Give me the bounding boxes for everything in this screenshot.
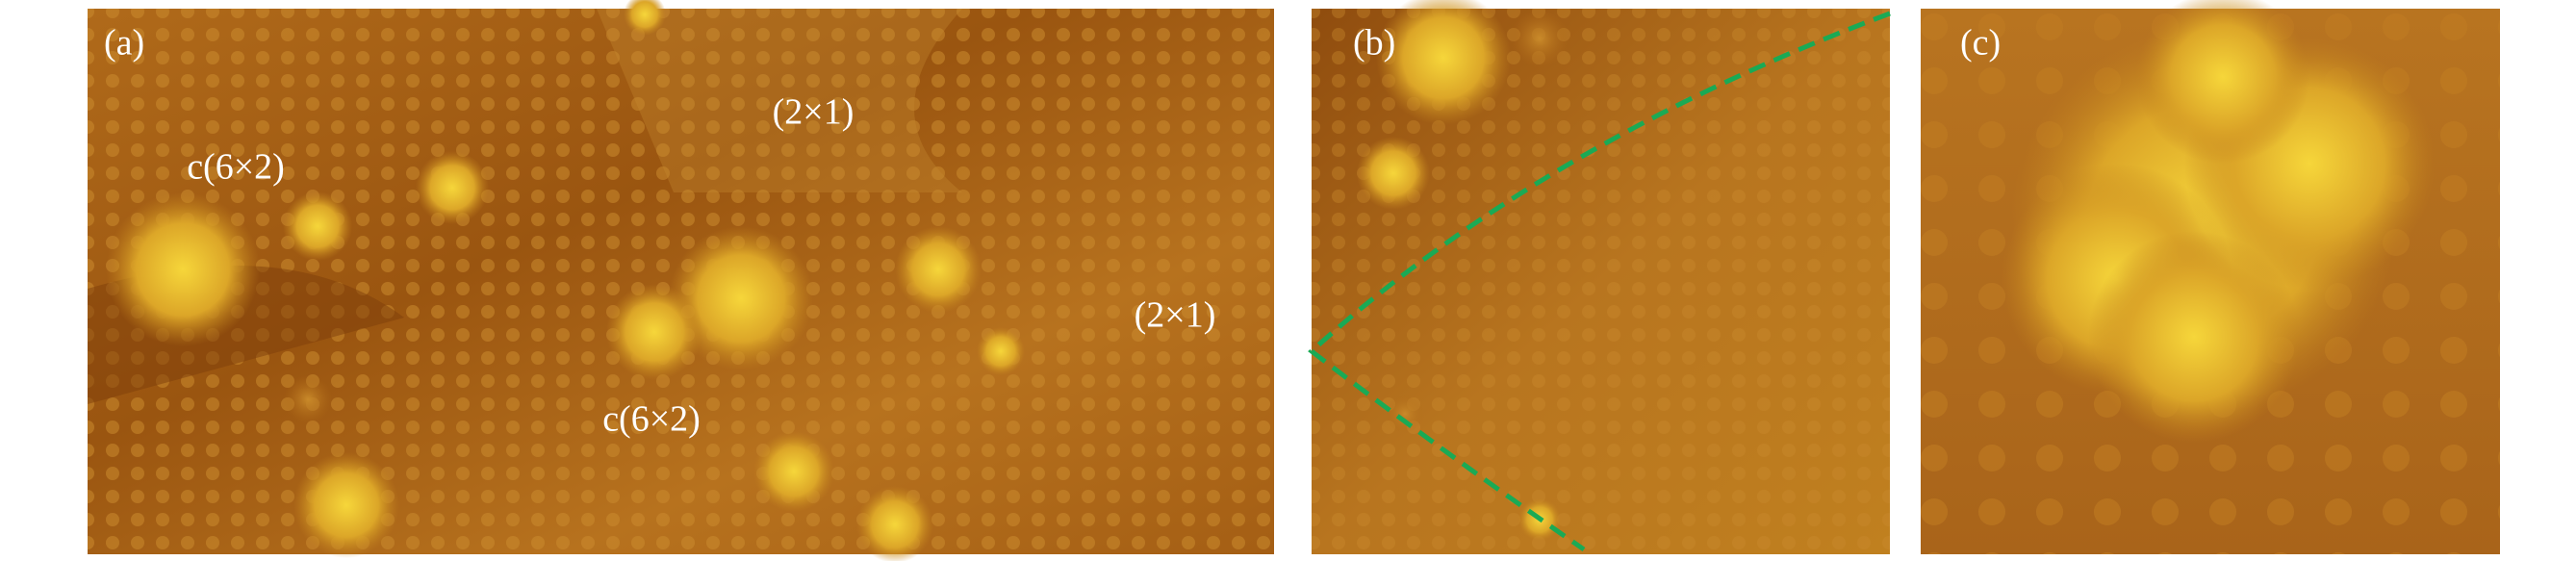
clusters bbox=[1357, 0, 1569, 541]
domain-boundary bbox=[1308, 11, 1891, 552]
panel-label: (c) bbox=[1960, 23, 2001, 64]
annotation: c(6×2) bbox=[187, 147, 285, 188]
panel-label: (a) bbox=[104, 23, 144, 64]
annotation: c(6×2) bbox=[602, 399, 701, 440]
annotation: (2×1) bbox=[1135, 295, 1216, 336]
clusters bbox=[106, 0, 1025, 561]
panel-label: (b) bbox=[1353, 23, 1395, 64]
terrace bbox=[597, 9, 962, 192]
cluster bbox=[2002, 0, 2435, 443]
annotation: (2×1) bbox=[773, 92, 854, 133]
panel-b: (b) bbox=[1308, 0, 1891, 554]
panel-a: (a) (2×1) c(6×2) (2×1) c(6×2) bbox=[88, 0, 1274, 561]
panel-c: (c) bbox=[1921, 0, 2500, 554]
